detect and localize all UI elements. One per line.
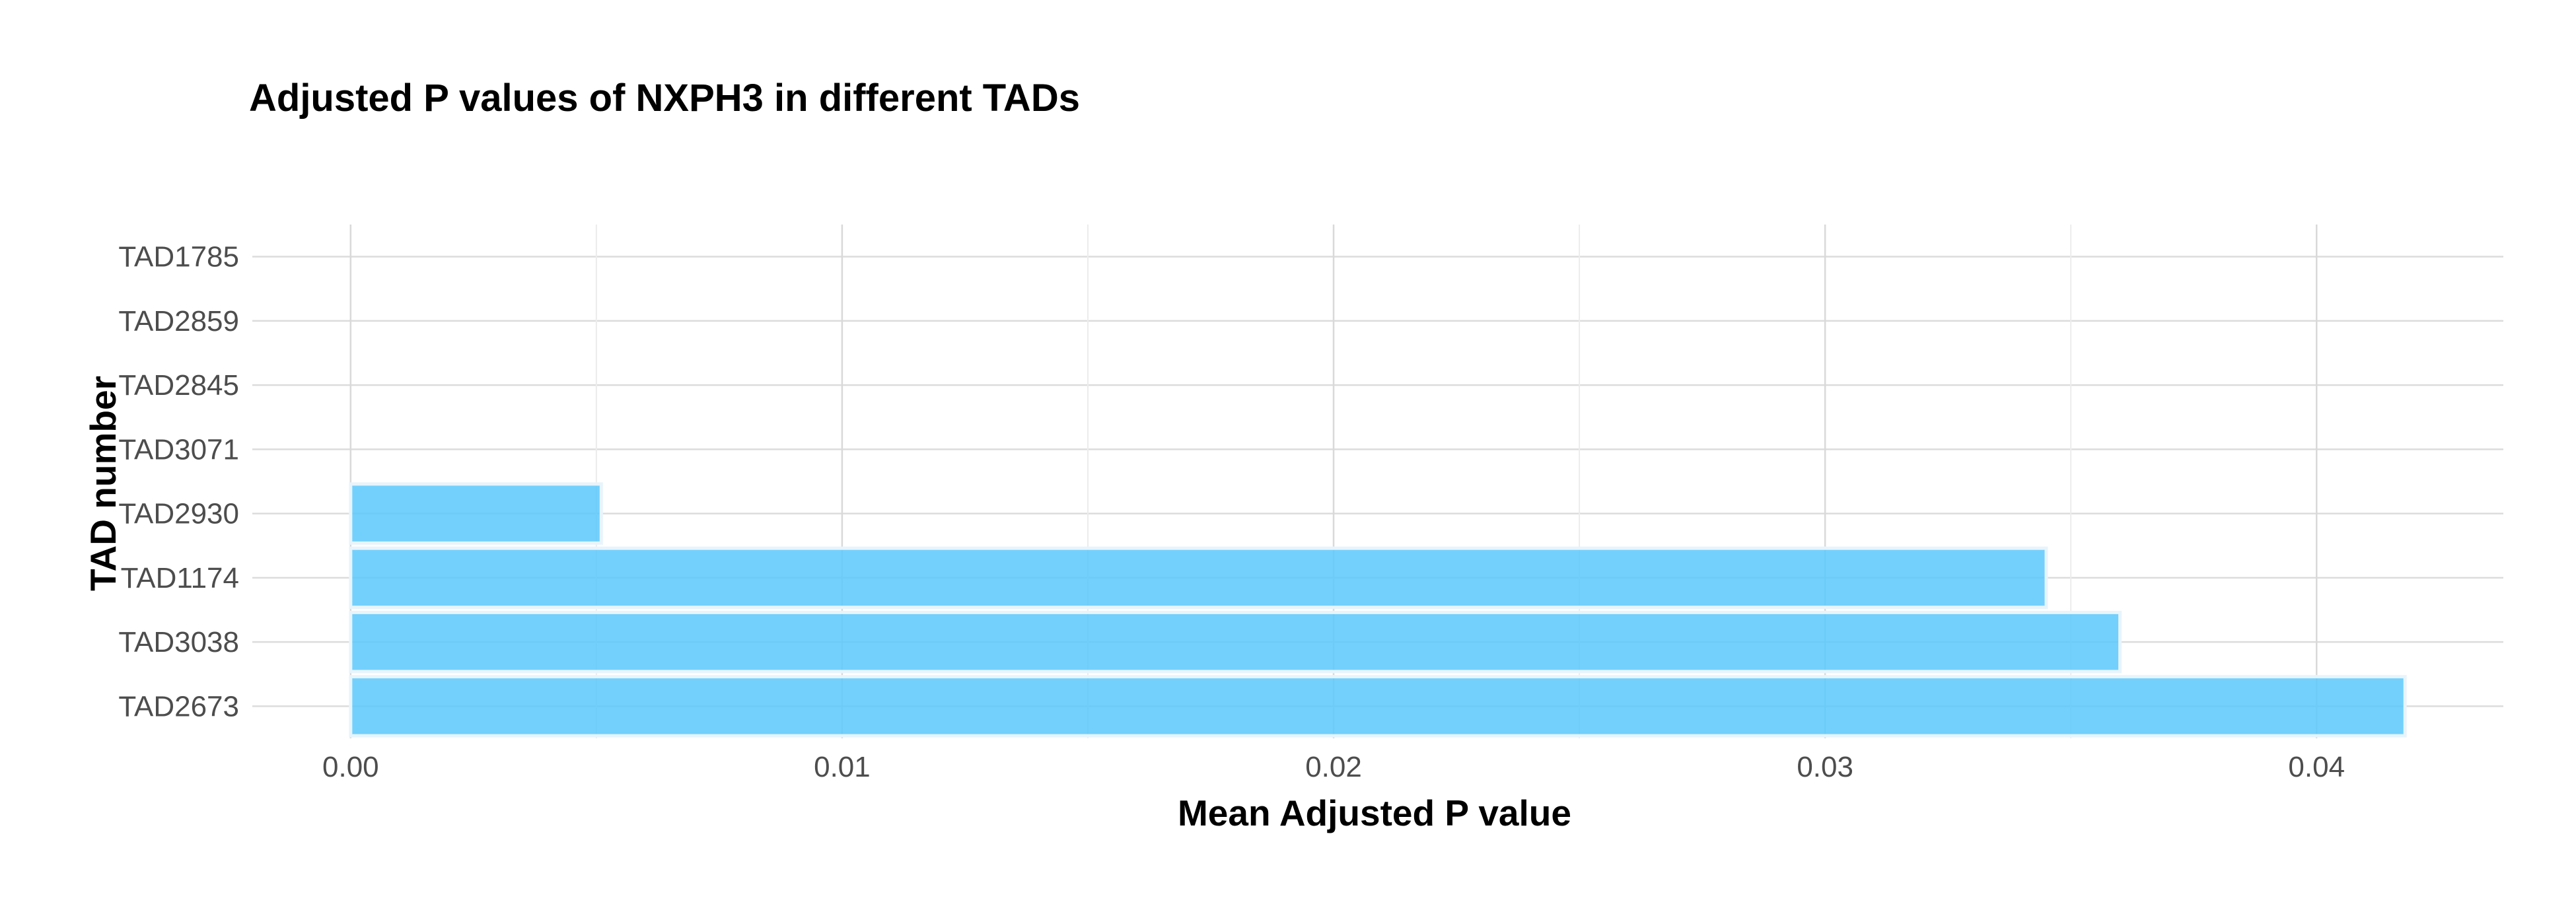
y-tick-label: TAD2845 <box>118 369 239 402</box>
bar-tad2673 <box>349 675 2407 738</box>
x-tick-labels: 0.00 0.01 0.02 0.03 0.04 <box>322 751 2345 783</box>
x-tick-label: 0.04 <box>2288 751 2345 783</box>
bar-tad1174 <box>349 546 2048 610</box>
bar-tad3038 <box>349 610 2122 674</box>
x-tick-label: 0.01 <box>814 751 871 783</box>
y-tick-label: TAD3071 <box>118 433 239 466</box>
y-tick-label: TAD1785 <box>118 241 239 273</box>
x-axis-title: Mean Adjusted P value <box>1178 792 1571 833</box>
y-axis-title: TAD number <box>83 376 124 591</box>
y-tick-label: TAD1174 <box>121 562 239 594</box>
chart-title: Adjusted P values of NXPH3 in different … <box>249 77 1080 120</box>
y-tick-label: TAD3038 <box>118 626 239 658</box>
y-tick-label: TAD2930 <box>118 498 239 530</box>
x-tick-label: 0.02 <box>1305 751 1362 783</box>
y-tick-label: TAD2859 <box>118 305 239 337</box>
y-tick-labels: TAD1785 TAD2859 TAD2845 TAD3071 TAD2930 TAD11… <box>118 241 239 723</box>
x-tick-label: 0.03 <box>1797 751 1853 783</box>
bar-tad2930 <box>349 482 603 545</box>
x-tick-label: 0.00 <box>322 751 379 783</box>
y-tick-label: TAD2673 <box>118 690 239 722</box>
bars <box>349 482 2407 738</box>
